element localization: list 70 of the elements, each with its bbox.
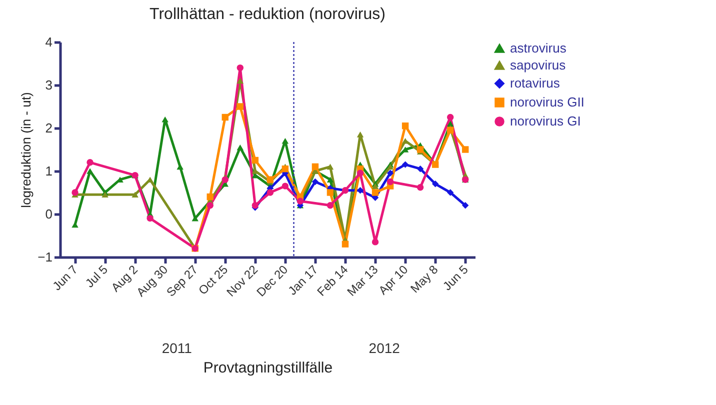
- point: [86, 168, 94, 174]
- legend-label: rotavirus: [510, 76, 560, 90]
- point: [146, 214, 154, 222]
- point: [462, 146, 469, 153]
- point: [72, 222, 78, 228]
- point: [416, 146, 424, 153]
- point: [282, 182, 289, 190]
- x-axis-title: Provtagningstillfälle: [203, 360, 333, 377]
- y-tick-label: −1: [38, 250, 52, 264]
- point: [446, 114, 454, 121]
- point: [356, 170, 364, 176]
- y-tick-label: 2: [45, 120, 52, 136]
- point: [176, 164, 184, 170]
- point: [72, 189, 78, 196]
- point: [416, 165, 424, 172]
- point: [446, 126, 454, 134]
- point: [416, 184, 424, 191]
- point: [312, 163, 319, 170]
- legend-label: norovirus GI: [510, 114, 581, 128]
- text: 2011: [162, 340, 192, 356]
- point: [206, 202, 214, 209]
- y-tick-label: 0: [45, 206, 52, 222]
- point: [236, 144, 244, 150]
- point: [372, 189, 379, 196]
- point: [132, 192, 138, 198]
- point: [326, 202, 334, 209]
- point: [282, 165, 289, 172]
- point: [312, 178, 319, 186]
- x-tick-label: Jul 5: [82, 262, 111, 290]
- point: [356, 186, 364, 194]
- point: [206, 193, 214, 200]
- point: [402, 161, 409, 168]
- legend-label: sapovirus: [510, 58, 566, 72]
- point: [162, 116, 168, 122]
- legend-label: astrovirus: [510, 40, 567, 56]
- y-tick-label: 3: [45, 78, 52, 92]
- point: [356, 132, 364, 138]
- point: [326, 189, 334, 196]
- point: [446, 120, 454, 127]
- legend-label: norovirus GII: [510, 94, 584, 110]
- point: [252, 156, 259, 164]
- point: [342, 240, 349, 248]
- point: [386, 178, 394, 186]
- point: [296, 198, 304, 204]
- point: [236, 78, 244, 84]
- point: [326, 164, 334, 170]
- point: [86, 159, 94, 166]
- point: [266, 176, 274, 183]
- point: [372, 238, 379, 246]
- y-axis-title: logreduktion (in - ut): [18, 92, 34, 208]
- point: [102, 192, 108, 198]
- y-tick-label: 4: [45, 34, 52, 50]
- point: [446, 189, 454, 196]
- point: [326, 176, 334, 183]
- y-tick-label: 1: [45, 164, 52, 178]
- point: [222, 176, 228, 183]
- point: [236, 64, 244, 72]
- x-tick-label: Jun 7: [50, 262, 81, 294]
- point: [266, 189, 274, 196]
- point: [462, 202, 469, 209]
- point: [222, 114, 228, 121]
- chart-title: Trollhättan - reduktion (norovirus): [150, 6, 386, 23]
- point: [402, 122, 409, 130]
- point: [432, 180, 439, 188]
- text: 2012: [368, 340, 400, 356]
- point: [282, 138, 289, 144]
- x-tick-label: Jun 5: [440, 262, 472, 294]
- x-tick-label: May 8: [408, 262, 441, 296]
- point: [386, 170, 394, 177]
- point: [236, 103, 244, 110]
